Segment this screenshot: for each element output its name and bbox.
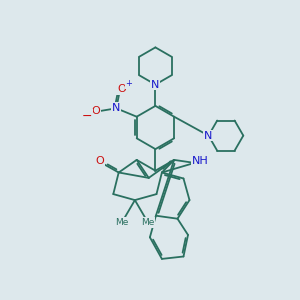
Text: N: N bbox=[151, 80, 160, 90]
Text: N: N bbox=[112, 103, 121, 113]
Text: Me: Me bbox=[141, 218, 154, 227]
Text: Me: Me bbox=[115, 218, 129, 227]
Text: +: + bbox=[125, 79, 132, 88]
Text: O: O bbox=[91, 106, 100, 116]
Text: −: − bbox=[82, 110, 92, 123]
Text: O: O bbox=[96, 156, 104, 166]
Text: NH: NH bbox=[192, 156, 209, 167]
Text: N: N bbox=[204, 130, 213, 141]
Text: O: O bbox=[117, 84, 126, 94]
